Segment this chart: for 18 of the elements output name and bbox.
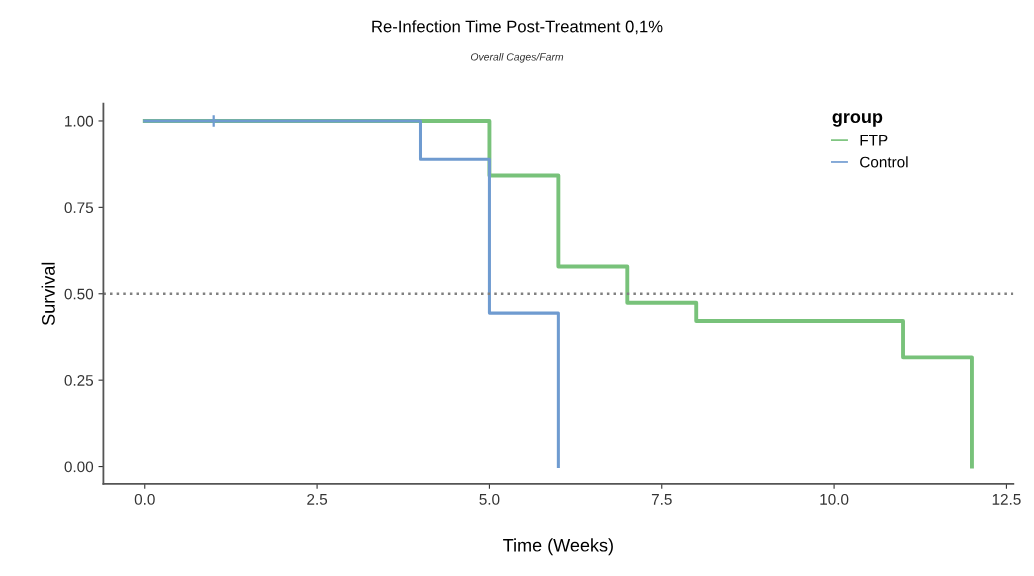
x-tick-label: 0.0 — [134, 493, 155, 505]
y-axis-title: Survival — [41, 262, 55, 326]
y-tick-label: 0.75 — [64, 202, 94, 214]
x-tick-label: 5.0 — [479, 493, 500, 505]
y-tick-label: 0.00 — [64, 461, 94, 473]
x-tick-label: 12.5 — [992, 493, 1021, 505]
x-tick-label: 7.5 — [651, 494, 672, 505]
legend-title: group — [832, 113, 883, 127]
y-tick-label: 0.25 — [64, 375, 94, 386]
legend-label: Control — [860, 156, 908, 168]
x-tick-label: 2.5 — [307, 493, 328, 505]
chart-title: Re-Infection Time Post-Treatment 0,1% — [372, 20, 663, 35]
x-axis-title: Time (Weeks) — [503, 538, 613, 556]
legend-label: FTP — [860, 134, 888, 146]
chart-subtitle: Overall Cages/Farm — [470, 52, 564, 63]
y-tick-label: 1.00 — [65, 115, 94, 127]
x-tick-label: 10.0 — [820, 493, 849, 505]
y-tick-label: 0.50 — [64, 288, 94, 300]
